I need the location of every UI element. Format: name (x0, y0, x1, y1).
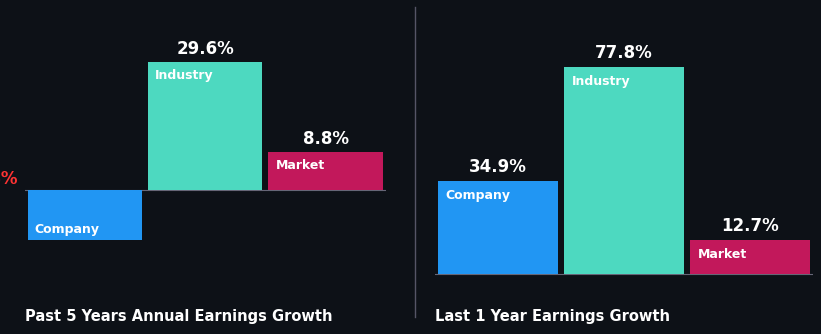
Text: Market: Market (698, 248, 747, 261)
Text: Company: Company (446, 189, 511, 202)
Text: 34.9%: 34.9% (469, 158, 527, 176)
Text: -11.4%: -11.4% (0, 169, 18, 187)
Bar (268, 152, 383, 190)
Text: Company: Company (34, 222, 100, 235)
Bar (438, 181, 558, 274)
Text: 12.7%: 12.7% (721, 217, 779, 235)
Text: 29.6%: 29.6% (177, 39, 234, 57)
Text: Industry: Industry (155, 69, 214, 82)
Text: Industry: Industry (571, 75, 631, 89)
Text: 77.8%: 77.8% (595, 44, 653, 62)
Bar (690, 240, 810, 274)
Bar (148, 62, 263, 190)
Bar (564, 67, 684, 274)
Text: Past 5 Years Annual Earnings Growth: Past 5 Years Annual Earnings Growth (25, 309, 333, 324)
Bar (28, 190, 142, 239)
Text: Last 1 Year Earnings Growth: Last 1 Year Earnings Growth (435, 309, 670, 324)
Text: Market: Market (276, 159, 325, 172)
Text: 8.8%: 8.8% (303, 130, 349, 148)
